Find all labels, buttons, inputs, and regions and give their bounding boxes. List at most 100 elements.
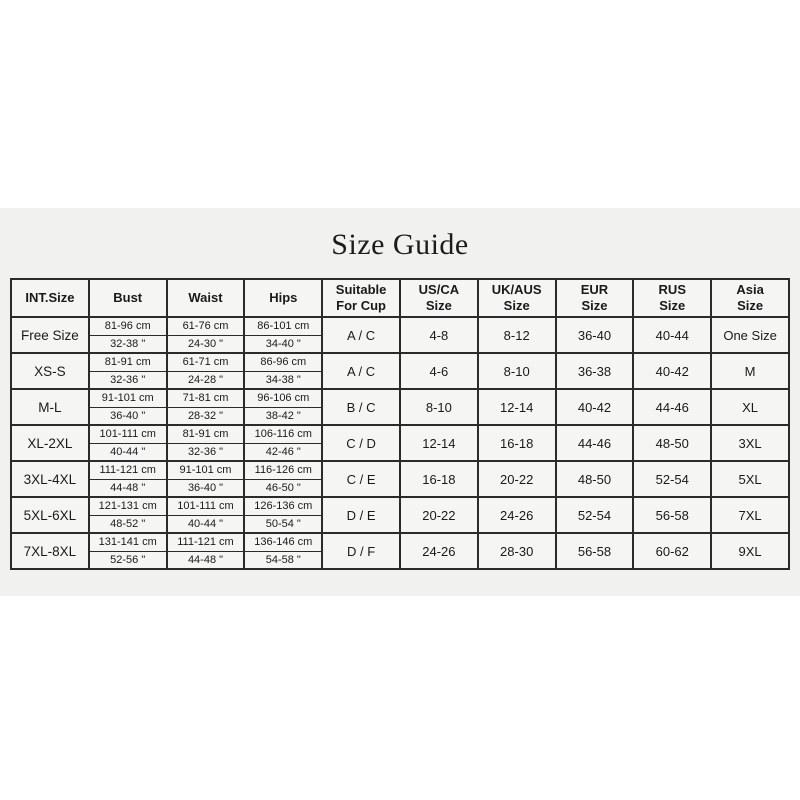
col-header-uk-aus: UK/AUS Size [476, 278, 557, 318]
cell-waist-in: 40-44 " [165, 514, 246, 534]
cell-waist-in: 32-36 " [165, 442, 246, 462]
col-header-int-size: INT.Size [10, 278, 90, 318]
col-header-hips: Hips [243, 278, 324, 318]
table-subrow-7xl-8xl: 52-56 " 44-48 " 54-58 " [11, 550, 789, 570]
cell-waist-cm: 61-76 cm [165, 316, 246, 336]
table-row-xl-2xl: XL-2XL 101-111 cm 81-91 cm 106-116 cm C … [10, 424, 790, 462]
cell-asia: M [710, 352, 790, 390]
cell-cup: B / C [321, 388, 401, 426]
cell-int-size: 7XL-8XL [10, 532, 90, 570]
table-row-free-size: Free Size 81-96 cm 61-76 cm 86-101 cm A … [10, 316, 790, 354]
cell-hips-in: 34-38 " [243, 370, 324, 390]
table-row-7xl-8xl: 7XL-8XL 131-141 cm 111-121 cm 136-146 cm… [10, 532, 790, 570]
cell-bust-cm: 91-101 cm [87, 388, 168, 408]
col-header-suitable-cup: Suitable For Cup [321, 278, 401, 318]
cell-rus: 48-50 [632, 424, 713, 462]
cell-hips-cm: 106-116 cm [243, 424, 324, 444]
cell-bust-cm: 111-121 cm [87, 460, 168, 480]
cell-hips-in: 46-50 " [243, 478, 324, 498]
table-subrow-xs-s: 32-36 " 24-28 " 34-38 " [11, 370, 789, 390]
cell-uk-aus: 28-30 [476, 532, 557, 570]
cell-rus: 40-42 [632, 352, 713, 390]
table-row-m-l: M-L 91-101 cm 71-81 cm 96-106 cm B / C 8… [10, 388, 790, 426]
cell-rus: 60-62 [632, 532, 713, 570]
cell-uk-aus: 24-26 [476, 496, 557, 534]
table-subrow-free-size: 32-38 " 24-30 " 34-40 " [11, 334, 789, 354]
cell-waist-in: 24-28 " [165, 370, 246, 390]
cell-cup: C / E [321, 460, 401, 498]
cell-us-ca: 4-8 [398, 316, 479, 354]
cell-us-ca: 8-10 [398, 388, 479, 426]
cell-asia: One Size [710, 316, 790, 354]
cell-asia: XL [710, 388, 790, 426]
cell-int-size: M-L [10, 388, 90, 426]
cell-bust-cm: 131-141 cm [87, 532, 168, 552]
cell-uk-aus: 20-22 [476, 460, 557, 498]
cell-bust-in: 52-56 " [87, 550, 168, 570]
cell-waist-cm: 91-101 cm [165, 460, 246, 480]
cell-bust-in: 36-40 " [87, 406, 168, 426]
col-header-rus: RUS Size [632, 278, 713, 318]
cell-bust-cm: 81-96 cm [87, 316, 168, 336]
cell-cup: A / C [321, 352, 401, 390]
cell-uk-aus: 8-10 [476, 352, 557, 390]
cell-rus: 52-54 [632, 460, 713, 498]
cell-waist-cm: 71-81 cm [165, 388, 246, 408]
cell-us-ca: 20-22 [398, 496, 479, 534]
cell-cup: D / E [321, 496, 401, 534]
cell-eur: 48-50 [554, 460, 635, 498]
col-header-waist: Waist [165, 278, 246, 318]
cell-cup: C / D [321, 424, 401, 462]
cell-hips-cm: 116-126 cm [243, 460, 324, 480]
cell-waist-cm: 61-71 cm [165, 352, 246, 372]
cell-waist-cm: 101-111 cm [165, 496, 246, 516]
table-subrow-xl-2xl: 40-44 " 32-36 " 42-46 " [11, 442, 789, 462]
header-row: INT.Size Bust Waist Hips Suitable For Cu… [10, 278, 790, 318]
cell-bust-cm: 101-111 cm [87, 424, 168, 444]
cell-bust-in: 32-36 " [87, 370, 168, 390]
cell-rus: 56-58 [632, 496, 713, 534]
cell-cup: D / F [321, 532, 401, 570]
cell-us-ca: 16-18 [398, 460, 479, 498]
page-title: Size Guide [331, 228, 469, 261]
cell-waist-cm: 81-91 cm [165, 424, 246, 444]
cell-hips-cm: 126-136 cm [243, 496, 324, 516]
cell-bust-in: 48-52 " [87, 514, 168, 534]
cell-int-size: 3XL-4XL [10, 460, 90, 498]
cell-asia: 5XL [710, 460, 790, 498]
col-header-bust: Bust [87, 278, 168, 318]
cell-hips-in: 38-42 " [243, 406, 324, 426]
cell-eur: 36-38 [554, 352, 635, 390]
cell-bust-in: 32-38 " [87, 334, 168, 354]
cell-asia: 3XL [710, 424, 790, 462]
cell-waist-in: 44-48 " [165, 550, 246, 570]
cell-uk-aus: 16-18 [476, 424, 557, 462]
cell-eur: 52-54 [554, 496, 635, 534]
cell-uk-aus: 8-12 [476, 316, 557, 354]
cell-hips-in: 34-40 " [243, 334, 324, 354]
cell-hips-in: 54-58 " [243, 550, 324, 570]
table-row-3xl-4xl: 3XL-4XL 111-121 cm 91-101 cm 116-126 cm … [10, 460, 790, 498]
size-guide-panel: Size Guide INT.Size Bust Waist Hips Suit… [0, 208, 800, 596]
table-subrow-5xl-6xl: 48-52 " 40-44 " 50-54 " [11, 514, 789, 534]
cell-eur: 40-42 [554, 388, 635, 426]
cell-cup: A / C [321, 316, 401, 354]
cell-int-size: Free Size [10, 316, 90, 354]
cell-int-size: 5XL-6XL [10, 496, 90, 534]
table-subrow-m-l: 36-40 " 28-32 " 38-42 " [11, 406, 789, 426]
cell-hips-cm: 86-101 cm [243, 316, 324, 336]
cell-waist-cm: 111-121 cm [165, 532, 246, 552]
table-subrow-3xl-4xl: 44-48 " 36-40 " 46-50 " [11, 478, 789, 498]
cell-asia: 7XL [710, 496, 790, 534]
cell-rus: 40-44 [632, 316, 713, 354]
cell-rus: 44-46 [632, 388, 713, 426]
cell-asia: 9XL [710, 532, 790, 570]
cell-int-size: XS-S [10, 352, 90, 390]
cell-eur: 56-58 [554, 532, 635, 570]
cell-hips-cm: 136-146 cm [243, 532, 324, 552]
cell-uk-aus: 12-14 [476, 388, 557, 426]
cell-eur: 36-40 [554, 316, 635, 354]
cell-us-ca: 12-14 [398, 424, 479, 462]
cell-us-ca: 24-26 [398, 532, 479, 570]
